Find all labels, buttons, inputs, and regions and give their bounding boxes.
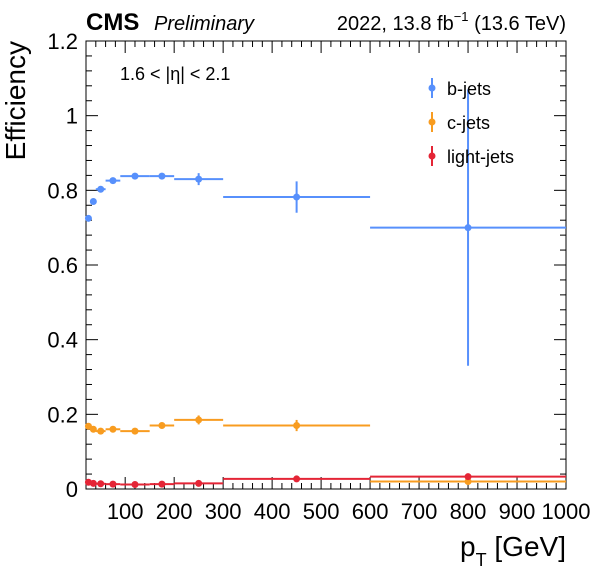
data-point bbox=[131, 428, 138, 435]
series-b-jets bbox=[85, 90, 566, 366]
data-point bbox=[109, 481, 116, 488]
legend-marker bbox=[429, 153, 436, 160]
data-point bbox=[293, 194, 300, 201]
x-tick-label: 500 bbox=[303, 499, 340, 524]
x-tick-label: 600 bbox=[352, 499, 389, 524]
data-point bbox=[195, 480, 202, 487]
data-point bbox=[85, 215, 92, 222]
data-point bbox=[109, 177, 116, 184]
data-point bbox=[158, 173, 165, 180]
y-tick-label: 0.4 bbox=[47, 328, 78, 353]
legend-marker bbox=[429, 85, 436, 92]
x-axis-title-unit: [GeV] bbox=[487, 531, 566, 562]
y-tick-label: 0.2 bbox=[47, 402, 78, 427]
y-tick-label: 0.8 bbox=[47, 178, 78, 203]
data-point bbox=[109, 426, 116, 433]
y-axis-title: Efficiency bbox=[0, 41, 31, 160]
data-point bbox=[195, 176, 202, 183]
data-point bbox=[465, 473, 472, 480]
plot-frame bbox=[86, 41, 566, 489]
y-tick-label: 0 bbox=[66, 477, 78, 502]
axis-ticks bbox=[86, 41, 566, 489]
y-tick-labels: 0 0.2 0.4 0.6 0.8 1 1.2 bbox=[47, 29, 78, 502]
x-axis-title-main: p bbox=[460, 531, 476, 562]
data-point bbox=[90, 198, 97, 205]
luminosity-label: 2022, 13.8 fb−1 (13.6 TeV) bbox=[337, 9, 566, 35]
data-point bbox=[158, 481, 165, 488]
x-axis-title-subscript: T bbox=[476, 550, 487, 570]
x-tick-labels: 100 200 300 400 500 600 700 800 900 1000 bbox=[107, 499, 591, 524]
experiment-label: CMS bbox=[86, 9, 139, 36]
data-point bbox=[131, 481, 138, 488]
data-point bbox=[195, 416, 202, 423]
legend: b-jets c-jets light-jets bbox=[429, 78, 515, 167]
data-point bbox=[97, 186, 104, 193]
data-point bbox=[293, 422, 300, 429]
legend-label: light-jets bbox=[447, 147, 514, 167]
status-label: Preliminary bbox=[154, 13, 255, 35]
data-point bbox=[293, 475, 300, 482]
luminosity-exponent: −1 bbox=[454, 9, 469, 24]
luminosity-energy: (13.6 TeV) bbox=[469, 13, 566, 35]
data-point bbox=[131, 173, 138, 180]
x-tick-label: 700 bbox=[401, 499, 438, 524]
x-tick-label: 200 bbox=[156, 499, 193, 524]
legend-label: c-jets bbox=[447, 113, 490, 133]
data-point bbox=[97, 428, 104, 435]
x-tick-label: 400 bbox=[254, 499, 291, 524]
data-point bbox=[158, 422, 165, 429]
x-tick-label: 100 bbox=[107, 499, 144, 524]
eta-range-annotation: 1.6 < |η| < 2.1 bbox=[120, 64, 230, 84]
y-tick-label: 0.6 bbox=[47, 253, 78, 278]
x-tick-label: 900 bbox=[499, 499, 536, 524]
y-tick-label: 1.2 bbox=[47, 29, 78, 54]
x-tick-label: 300 bbox=[205, 499, 242, 524]
legend-label: b-jets bbox=[447, 79, 491, 99]
x-tick-label: 1000 bbox=[542, 499, 591, 524]
data-point bbox=[465, 224, 472, 231]
series-c-jets bbox=[85, 415, 566, 485]
data-point bbox=[97, 480, 104, 487]
x-tick-label: 800 bbox=[450, 499, 487, 524]
legend-marker bbox=[429, 119, 436, 126]
y-tick-label: 1 bbox=[66, 104, 78, 129]
luminosity-main: 2022, 13.8 fb bbox=[337, 13, 454, 35]
x-axis-title: pT [GeV] bbox=[460, 531, 566, 570]
